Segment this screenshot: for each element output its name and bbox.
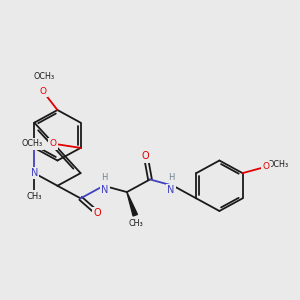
Text: H: H [102, 173, 108, 182]
Text: OCH₃: OCH₃ [22, 139, 43, 148]
Text: OCH₃: OCH₃ [268, 160, 289, 169]
Text: O: O [142, 151, 150, 161]
Text: N: N [167, 185, 175, 195]
Text: CH₃: CH₃ [27, 192, 42, 201]
Text: CH₃: CH₃ [129, 219, 144, 228]
Text: O: O [39, 87, 46, 96]
Text: N: N [31, 168, 38, 178]
Text: O: O [262, 162, 269, 171]
Text: OCH₃: OCH₃ [33, 72, 54, 81]
Text: H: H [168, 173, 174, 182]
Text: O: O [50, 139, 57, 148]
Text: N: N [101, 185, 109, 195]
Text: O: O [94, 208, 101, 218]
Polygon shape [127, 192, 137, 216]
